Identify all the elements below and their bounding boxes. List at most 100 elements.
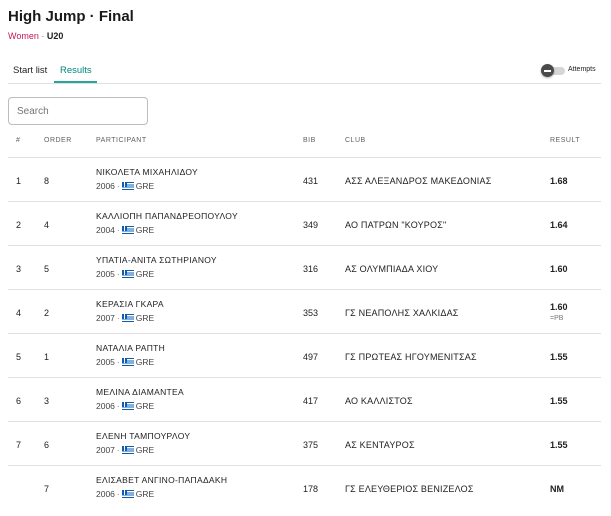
page-title: High Jump · Final [8,8,134,25]
bib-cell: 353 [303,308,319,318]
greece-flag-icon [121,270,134,278]
birth-year: 2004 [96,225,115,235]
participant-name[interactable]: ΕΛΕΝΗ ΤΑΜΠΟΥΡΛΟΥ [96,431,191,441]
table-row[interactable]: 4 2 ΚΕΡΑΣΙΑ ΓΚΑΡΑ 2007 · GRE 353 ΓΣ ΝΕΑΠΟΛΗΣ ΧΑ… [8,289,601,333]
order-cell: 8 [44,176,50,186]
birth-year: 2006 [96,489,115,499]
meta-separator: · [116,313,120,323]
event-subtitle: Women · U20 [8,31,63,41]
country-code: GRE [135,181,155,191]
rank-cell: 7 [16,440,22,450]
table-row[interactable]: 6 3 ΜΕΛΙΝΑ ΔΙΑΜΑΝΤΕΑ 2006 · GRE 417 ΑΟ ΚΑΛΛΙΣΤΟ… [8,377,601,421]
country-code: GRE [135,445,155,455]
table-row[interactable]: 1 8 ΝΙΚΟΛΕΤΑ ΜΙΧΑΗΛΙΔΟΥ 2006 · GRE 431 ΑΣΣ ΑΛΕΞ… [8,157,601,201]
participant-meta: 2005 · GRE [96,269,154,279]
participant-meta: 2006 · GRE [96,401,154,411]
club-cell: ΓΣ ΝΕΑΠΟΛΗΣ ΧΑΛΚΙΔΑΣ [345,308,459,318]
order-cell: 6 [44,440,50,450]
participant-name[interactable]: ΕΛΙΣΑΒΕΤ ΑΝΓΙΝΟ-ΠΑΠΑΔΑΚΗ [96,475,228,485]
toggle-track [545,67,565,75]
tab-results[interactable]: Results [60,65,92,76]
column-header-result: RESULT [550,137,581,144]
record-note: =PB [550,315,564,322]
participant-name[interactable]: ΚΕΡΑΣΙΑ ΓΚΑΡΑ [96,299,164,309]
order-cell: 3 [44,396,50,406]
participant-meta: 2007 · GRE [96,445,154,455]
toggle-knob [541,64,554,77]
club-cell: ΑΟ ΚΑΛΛΙΣΤΟΣ [345,396,413,406]
club-cell: ΑΟ ΠΑΤΡΩΝ "ΚΟΥΡΟΣ" [345,220,447,230]
country-code: GRE [135,401,155,411]
club-cell: ΓΣ ΠΡΩΤΕΑΣ ΗΓΟΥΜΕΝΙΤΣΑΣ [345,352,477,362]
participant-name[interactable]: ΜΕΛΙΝΑ ΔΙΑΜΑΝΤΕΑ [96,387,184,397]
tab-bar: Start list Results [8,60,601,84]
meta-separator: · [116,401,120,411]
active-tab-indicator [54,81,97,83]
attempts-toggle-label: Attempts [568,66,596,73]
order-cell: 2 [44,308,50,318]
column-header-order: ORDER [44,137,72,144]
participant-name[interactable]: ΝΑΤΑΛΙΑ ΡΑΠΤΗ [96,343,166,353]
order-cell: 1 [44,352,50,362]
result-cell: 1.60 [550,264,568,274]
club-cell: ΓΣ ΕΛΕΥΘΕΡΙΟΣ ΒΕΝΙΖΕΛΟΣ [345,484,474,494]
birth-year: 2006 [96,401,115,411]
meta-separator: · [116,357,120,367]
order-cell: 5 [44,264,50,274]
table-row[interactable]: 5 1 ΝΑΤΑΛΙΑ ΡΑΠΤΗ 2005 · GRE 497 ΓΣ ΠΡΩΤΕΑΣ ΗΓΟ… [8,333,601,377]
participant-name[interactable]: ΚΑΛΛΙΟΠΗ ΠΑΠΑΝΔΡΕΟΠΟΥΛΟΥ [96,211,238,221]
greece-flag-icon [121,490,134,498]
rank-cell: 1 [16,176,22,186]
participant-meta: 2004 · GRE [96,225,154,235]
greece-flag-icon [121,358,134,366]
separator: · [41,31,45,41]
participant-meta: 2006 · GRE [96,181,154,191]
column-header-bib: BIB [303,137,316,144]
rank-cell: 4 [16,308,22,318]
participant-name[interactable]: ΥΠΑΤΙΑ-ΑΝΙΤΑ ΣΩΤΗΡΙΑΝΟΥ [96,255,217,265]
meta-separator: · [116,445,120,455]
meta-separator: · [116,269,120,279]
country-code: GRE [135,225,155,235]
order-cell: 7 [44,484,50,494]
bib-cell: 417 [303,396,319,406]
column-header-participant: PARTICIPANT [96,137,147,144]
search-input[interactable] [8,97,148,125]
meta-separator: · [116,181,120,191]
country-code: GRE [135,313,155,323]
greece-flag-icon [121,402,134,410]
country-code: GRE [135,489,155,499]
club-cell: ΑΣΣ ΑΛΕΞΑΝΔΡΟΣ ΜΑΚΕΔΟΝΙΑΣ [345,176,492,186]
country-code: GRE [135,357,155,367]
bib-cell: 316 [303,264,319,274]
table-row[interactable]: 7 ΕΛΙΣΑΒΕΤ ΑΝΓΙΝΟ-ΠΑΠΑΔΑΚΗ 2006 · GRE 178 ΓΣ Ε… [8,465,601,509]
greece-flag-icon [121,314,134,322]
bib-cell: 178 [303,484,319,494]
result-cell: 1.60 [550,302,568,312]
rank-cell: 3 [16,264,22,274]
order-cell: 4 [44,220,50,230]
rank-cell: 6 [16,396,22,406]
table-row[interactable]: 3 5 ΥΠΑΤΙΑ-ΑΝΙΤΑ ΣΩΤΗΡΙΑΝΟΥ 2005 · GRE 316 ΑΣ Ο… [8,245,601,289]
greece-flag-icon [121,226,134,234]
bib-cell: 431 [303,176,319,186]
birth-year: 2006 [96,181,115,191]
result-cell: 1.64 [550,220,568,230]
club-cell: ΑΣ ΟΛΥΜΠΙΑΔΑ ΧΙΟΥ [345,264,439,274]
birth-year: 2005 [96,357,115,367]
table-row[interactable]: 7 6 ΕΛΕΝΗ ΤΑΜΠΟΥΡΛΟΥ 2007 · GRE 375 ΑΣ ΚΕΝΤΑΥΡΟ… [8,421,601,465]
rank-cell: 5 [16,352,22,362]
age-group-label: U20 [46,31,64,41]
category-label: Women [8,31,39,41]
participant-meta: 2007 · GRE [96,313,154,323]
table-row[interactable]: 2 4 ΚΑΛΛΙΟΠΗ ΠΑΠΑΝΔΡΕΟΠΟΥΛΟΥ 2004 · GRE 349 ΑΟ … [8,201,601,245]
tab-start-list[interactable]: Start list [13,65,48,76]
greece-flag-icon [121,446,134,454]
participant-name[interactable]: ΝΙΚΟΛΕΤΑ ΜΙΧΑΗΛΙΔΟΥ [96,167,199,177]
result-cell: NM [550,484,564,494]
participant-meta: 2006 · GRE [96,489,154,499]
participant-meta: 2005 · GRE [96,357,154,367]
attempts-toggle[interactable] [541,64,565,77]
birth-year: 2005 [96,269,115,279]
result-cell: 1.55 [550,352,568,362]
